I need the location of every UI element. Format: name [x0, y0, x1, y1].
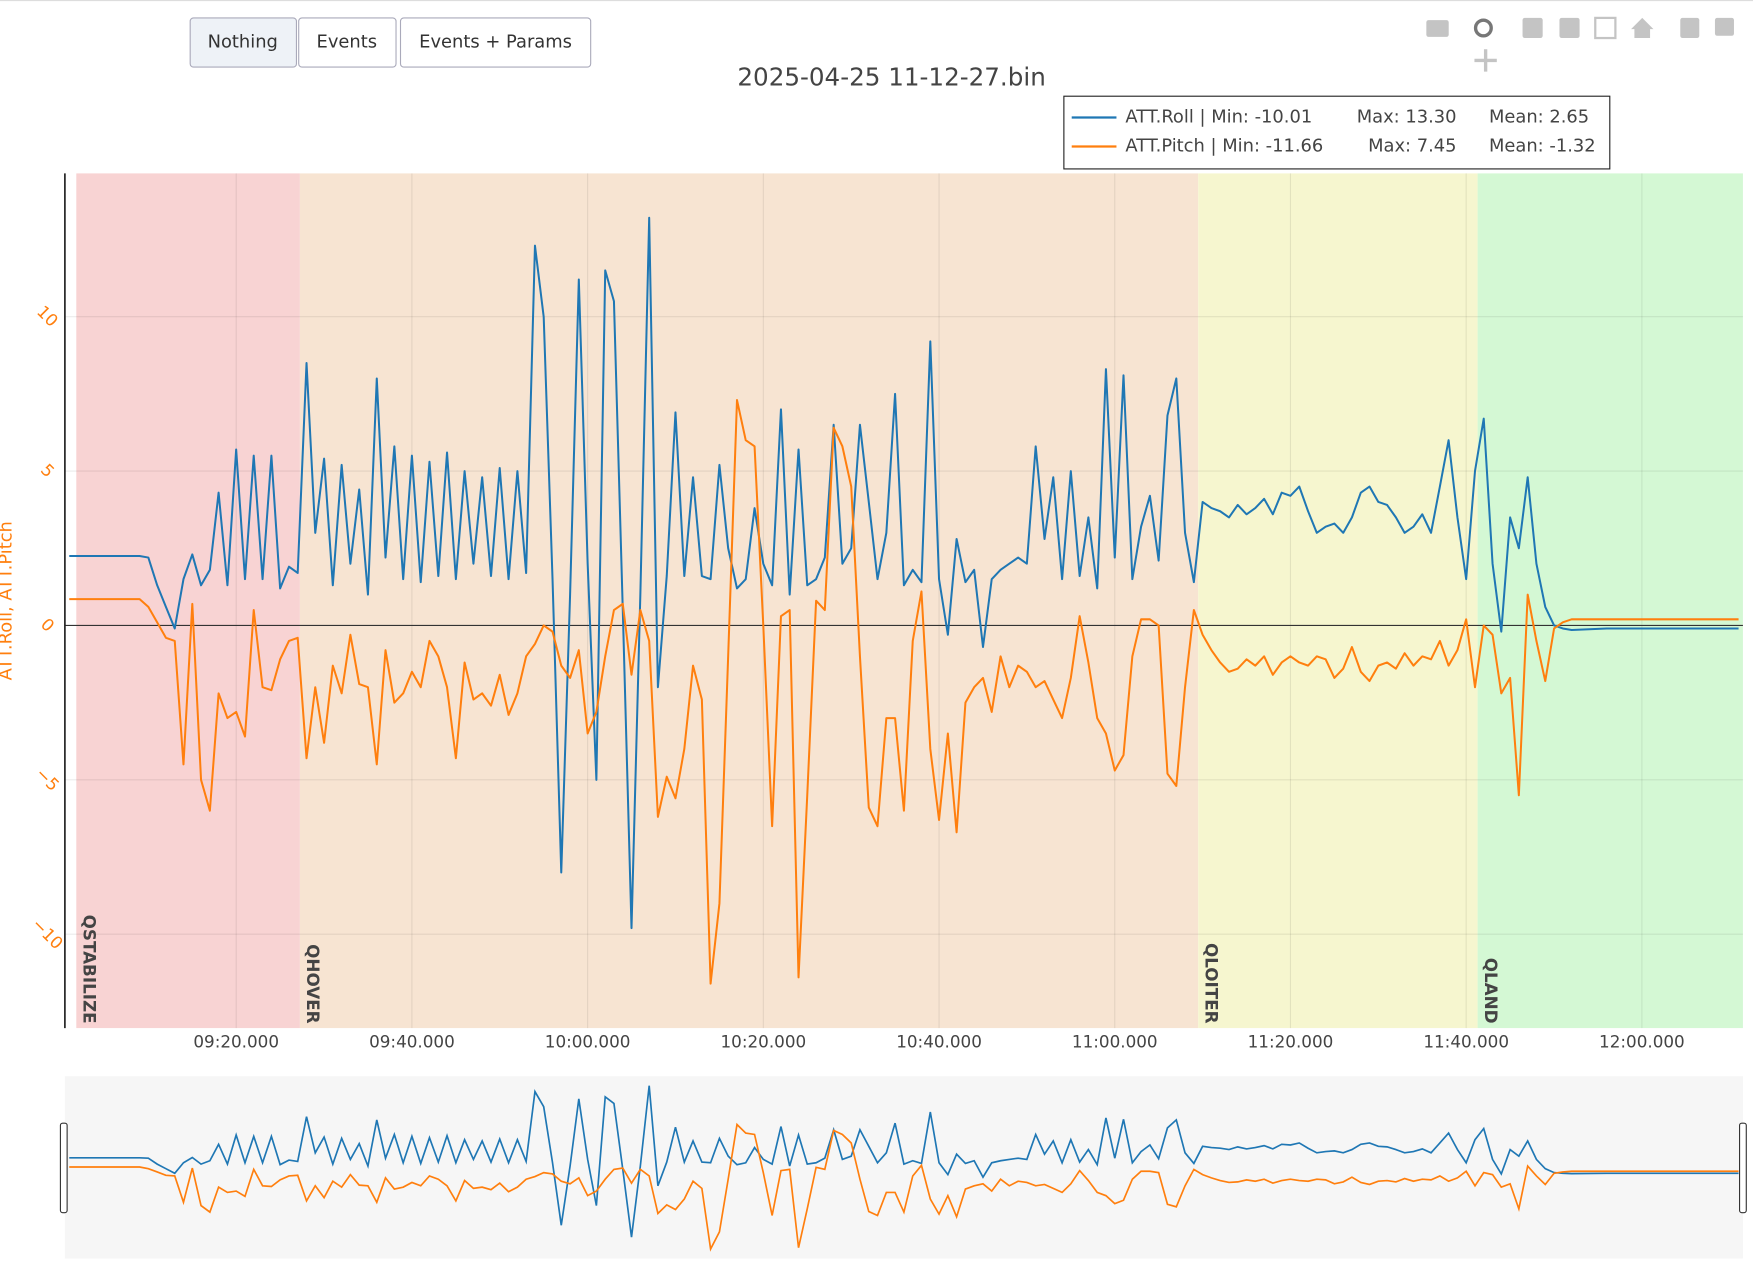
- range-handle[interactable]: [1739, 1122, 1747, 1214]
- zoom-out-button[interactable]: [1559, 17, 1580, 39]
- y-tick-label: 10: [33, 301, 62, 330]
- pan-button[interactable]: [1474, 49, 1497, 72]
- zoom-button[interactable]: [1473, 18, 1493, 38]
- slider-line: [69, 1085, 1739, 1238]
- mode-band: [76, 173, 300, 1029]
- button[interactable]: [399, 17, 592, 68]
- mode-band: [1477, 173, 1743, 1029]
- range-slider-lines: [69, 1085, 1739, 1252]
- chart-title: 2025-04-25 11-12-27.bin: [737, 62, 1045, 91]
- legend-box: [1063, 95, 1611, 170]
- legend-stat: Max: 13.30: [1357, 106, 1457, 127]
- x-tick-label: 11:20.000: [1248, 1032, 1334, 1052]
- mode-bands: [76, 173, 1743, 1029]
- x-tick-label: 10:40.000: [896, 1032, 982, 1052]
- y-tick-label: −10: [28, 914, 67, 953]
- mode-label: QLOITER: [1202, 943, 1222, 1024]
- mode-band: [1198, 173, 1478, 1029]
- x-tick-label: 11:00.000: [1072, 1032, 1158, 1052]
- button-group: Nothing Events Events + Params: [189, 17, 592, 68]
- copy-button[interactable]: [1714, 17, 1734, 36]
- range-handle[interactable]: [59, 1122, 68, 1214]
- legend: ATT.Roll | Min: -10.01 Max: 13.30 Mean: 2.…: [1063, 95, 1611, 170]
- legend-stat: Max: 7.45: [1368, 136, 1456, 157]
- legend-label: ATT.Pitch | Min: -11.66: [1125, 136, 1323, 157]
- slider-line: [69, 1122, 1739, 1252]
- home-button[interactable]: [1631, 17, 1654, 39]
- y-axis-title: ATT.Roll, ATT.Pitch: [0, 521, 17, 680]
- button-label[interactable]: Nothing: [208, 32, 278, 53]
- camera-button[interactable]: [1426, 20, 1449, 37]
- x-tick-label: 09:40.000: [369, 1032, 455, 1052]
- button-label[interactable]: Events: [317, 32, 378, 53]
- range-slider[interactable]: [64, 1076, 1743, 1259]
- legend-label: ATT.Roll | Min: -10.01: [1125, 106, 1312, 127]
- y-tick-label: 0: [37, 614, 59, 636]
- autoscale-button[interactable]: [1594, 16, 1617, 40]
- save-button[interactable]: [1680, 17, 1700, 39]
- zoom-in-button[interactable]: [1522, 17, 1543, 39]
- series-line: [69, 216, 1739, 930]
- legend-stat: Mean: 2.65: [1489, 106, 1589, 127]
- button[interactable]: [189, 17, 298, 68]
- mode-band: [299, 173, 1199, 1029]
- grid: [64, 173, 1743, 1029]
- x-tick-label: 12:00.000: [1599, 1032, 1685, 1052]
- x-tick-label: 11:40.000: [1423, 1032, 1509, 1052]
- button-label[interactable]: Events + Params: [419, 32, 572, 53]
- legend-stat: Mean: -1.32: [1489, 136, 1596, 157]
- series-line: [69, 399, 1739, 985]
- x-tick-label: 09:20.000: [193, 1032, 279, 1052]
- y-tick-label: −5: [32, 763, 64, 795]
- x-tick-label: 10:00.000: [545, 1032, 631, 1052]
- button[interactable]: [298, 17, 397, 68]
- mode-label: QSTABILIZE: [80, 915, 100, 1024]
- mode-label: QLAND: [1481, 958, 1501, 1024]
- y-tick-label: 5: [37, 460, 59, 482]
- x-tick-label: 10:20.000: [721, 1032, 807, 1052]
- plot-lines: [69, 216, 1739, 985]
- toolbar: [1426, 16, 1734, 72]
- mode-label: QHOVER: [303, 944, 323, 1024]
